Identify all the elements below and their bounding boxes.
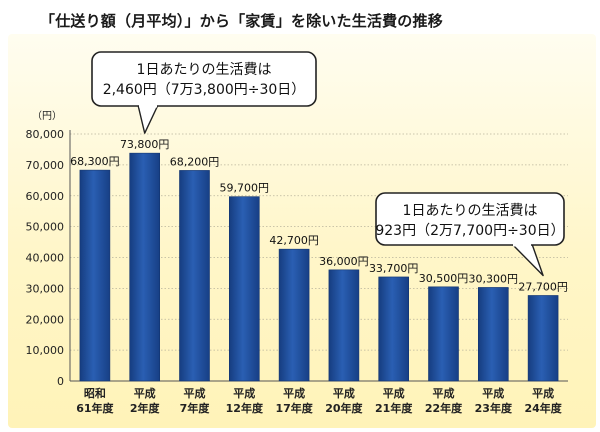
bar [527,295,559,382]
bar [129,152,160,382]
y-tick-label: 80,000 [26,128,65,141]
y-tick-label: 60,000 [26,190,65,203]
bar-value-label: 73,800円 [120,138,170,151]
x-tick-label: 2年度 [130,401,161,415]
y-tick-label: 40,000 [26,252,65,265]
callout-pointer [511,243,544,277]
callout-pointer [137,104,159,134]
callout: 1日あたりの生活費は 2,460円（7万3,800円÷30日） [91,51,317,134]
bar [328,269,360,382]
x-tick-label: 昭和 [84,386,106,400]
x-tick-label: 12年度 [226,401,264,415]
x-tick-label: 24年度 [524,401,562,415]
callout-text: 1日あたりの生活費は [137,62,272,78]
callout-text: 923円（2万7,700円÷30日） [375,223,564,239]
bar-value-label: 30,300円 [469,272,519,285]
x-tick-label: 7年度 [180,401,211,415]
callout-box [375,192,565,246]
bar [477,287,509,382]
callout-layer: 1日あたりの生活費は2,460円（7万3,800円÷30日）1日あたりの生活費は… [91,51,565,277]
bar [229,196,260,382]
bar-value-label: 68,300円 [70,155,120,168]
y-tick-label: 50,000 [26,221,65,234]
x-tick-label: 22年度 [425,401,463,415]
label-layer: 68,300円昭和61年度73,800円平成2年度68,200円平成7年度59,… [70,138,568,415]
callout: 1日あたりの生活費は 923円（2万7,700円÷30日） [375,192,565,277]
y-tick-label: 0 [57,375,64,388]
bar [428,286,459,382]
y-tick-label: 20,000 [26,313,65,326]
x-tick-label: 21年度 [375,401,413,415]
x-tick-label: 平成 [482,386,504,400]
grid-layer [70,133,568,351]
callout-seam [513,242,531,247]
callout-seam [139,103,157,108]
y-tick-label: 70,000 [26,159,65,172]
bar-value-label: 59,700円 [220,182,270,195]
bar-value-label: 27,700円 [518,280,568,293]
callout-text: 1日あたりの生活費は [403,203,538,219]
bar [179,170,210,382]
bar-value-label: 33,700円 [369,262,419,275]
y-tick-label: 30,000 [26,282,65,295]
bar-value-label: 68,200円 [170,155,220,168]
x-tick-label: 20年度 [325,401,363,415]
bar [378,276,410,382]
x-tick-label: 平成 [233,386,255,400]
x-tick-label: 61年度 [76,401,114,415]
bar [278,248,310,382]
y-axis-unit-label: （円） [32,110,62,122]
bar-layer [79,152,559,382]
x-tick-label: 平成 [433,386,455,400]
bar-value-label: 42,700円 [269,234,319,247]
chart-title: 「仕送り額（月平均）」から「家賃」を除いた生活費の推移 [40,12,443,30]
x-tick-label: 17年度 [275,401,313,415]
x-tick-label: 平成 [134,386,156,400]
x-tick-label: 平成 [532,386,554,400]
x-tick-label: 平成 [283,386,305,400]
y-tick-label: 10,000 [26,344,65,357]
x-tick-label: 平成 [184,386,206,400]
callout-box [91,51,317,107]
bar-value-label: 36,000円 [319,255,369,268]
x-tick-label: 平成 [333,386,355,400]
x-tick-label: 平成 [383,386,405,400]
x-tick-label: 23年度 [475,401,513,415]
bar-value-label: 30,500円 [419,272,469,285]
callout-text: 2,460円（7万3,800円÷30日） [103,82,306,98]
bar [79,169,111,382]
